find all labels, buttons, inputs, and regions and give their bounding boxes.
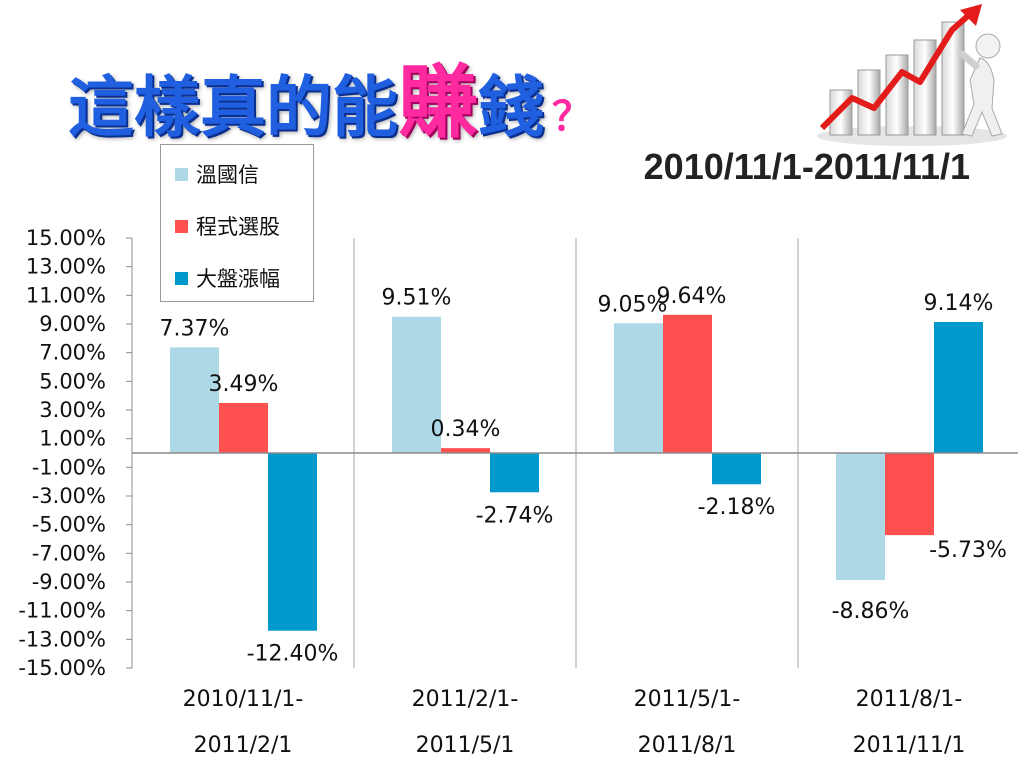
legend-item-series-2: 程式選股 bbox=[175, 211, 280, 241]
bar-series-1 bbox=[836, 453, 885, 580]
rising-chart-figure-icon bbox=[817, 4, 1007, 146]
data-label: -8.86% bbox=[832, 599, 910, 624]
data-label: -12.40% bbox=[247, 642, 339, 667]
y-tick-label: 11.00% bbox=[26, 283, 106, 307]
y-tick-label: 1.00% bbox=[39, 427, 106, 451]
bar-series-1 bbox=[170, 347, 219, 453]
x-category-label: 2011/11/1 bbox=[853, 733, 966, 758]
bar-series-1 bbox=[392, 316, 441, 453]
x-category-label: 2011/5/1- bbox=[634, 687, 741, 712]
y-tick-label: 15.00% bbox=[26, 226, 106, 250]
bar-series-3 bbox=[934, 321, 983, 453]
bar-series-2 bbox=[885, 453, 934, 536]
y-tick-label: -1.00% bbox=[32, 455, 106, 479]
data-label: -5.73% bbox=[929, 538, 1007, 563]
y-tick-label: -9.00% bbox=[32, 570, 106, 594]
y-tick-label: -7.00% bbox=[32, 541, 106, 565]
date-range-subtitle: 2010/11/1-2011/11/1 bbox=[643, 146, 970, 187]
bar-series-3 bbox=[712, 453, 761, 485]
x-category-label: 2010/11/1- bbox=[183, 687, 304, 712]
bar-series-2 bbox=[663, 314, 712, 453]
title-main-text: 這樣真的能 bbox=[68, 69, 398, 146]
data-label: 9.14% bbox=[924, 291, 994, 316]
data-label: 9.05% bbox=[598, 292, 668, 317]
legend-item-series-3: 大盤漲幅 bbox=[175, 263, 280, 293]
legend-label-series-1: 溫國信 bbox=[196, 163, 259, 187]
y-tick-label: 7.00% bbox=[39, 341, 106, 365]
bar-series-1 bbox=[614, 323, 663, 453]
data-label: -2.74% bbox=[476, 503, 554, 528]
title-highlight-text: 賺 bbox=[398, 56, 478, 149]
data-label: 7.37% bbox=[160, 316, 230, 341]
data-label: 0.34% bbox=[431, 417, 501, 442]
y-tick-label: 5.00% bbox=[39, 369, 106, 393]
data-label: 9.64% bbox=[657, 284, 727, 309]
x-category-label: 2011/5/1 bbox=[416, 733, 515, 758]
x-category-label: 2011/8/1- bbox=[856, 687, 963, 712]
y-tick-label: -5.00% bbox=[32, 513, 106, 537]
chart-legend: 溫國信 程式選股 大盤漲幅 bbox=[160, 144, 314, 302]
title-end-text: 錢 bbox=[478, 69, 544, 146]
slide-title: 這樣真的能賺錢？ bbox=[68, 38, 592, 154]
bar-series-2 bbox=[219, 402, 268, 453]
x-category-label: 2011/2/1- bbox=[412, 687, 519, 712]
legend-swatch-series-2 bbox=[175, 219, 188, 233]
data-label: -2.18% bbox=[698, 495, 776, 520]
y-tick-label: 3.00% bbox=[39, 398, 106, 422]
bar-series-2 bbox=[441, 448, 490, 453]
y-tick-label: 9.00% bbox=[39, 312, 106, 336]
data-label: 9.51% bbox=[382, 286, 452, 311]
legend-label-series-3: 大盤漲幅 bbox=[196, 267, 280, 291]
data-label: 3.49% bbox=[209, 372, 279, 397]
y-tick-label: -11.00% bbox=[18, 599, 106, 623]
title-question-mark: ？ bbox=[552, 94, 592, 140]
legend-swatch-series-3 bbox=[175, 271, 188, 285]
legend-swatch-series-1 bbox=[175, 167, 188, 181]
legend-label-series-2: 程式選股 bbox=[196, 215, 280, 239]
legend-item-series-1: 溫國信 bbox=[175, 159, 259, 189]
y-tick-label: -13.00% bbox=[18, 627, 106, 651]
bar-series-3 bbox=[490, 453, 539, 493]
y-tick-label: 13.00% bbox=[26, 255, 106, 279]
x-category-label: 2011/2/1 bbox=[194, 733, 293, 758]
y-tick-label: -3.00% bbox=[32, 484, 106, 508]
y-tick-label: -15.00% bbox=[18, 656, 106, 680]
x-category-label: 2011/8/1 bbox=[638, 733, 737, 758]
bar-series-3 bbox=[268, 453, 317, 631]
